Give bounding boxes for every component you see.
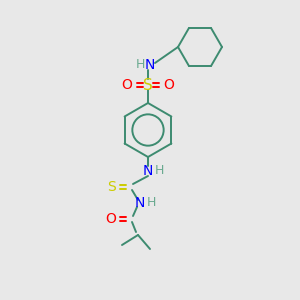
Text: O: O — [106, 212, 116, 226]
Text: H: H — [135, 58, 145, 71]
Text: N: N — [143, 164, 153, 178]
Text: S: S — [106, 180, 116, 194]
Text: H: H — [154, 164, 164, 178]
Text: N: N — [135, 196, 145, 210]
Text: N: N — [145, 58, 155, 72]
Text: O: O — [122, 78, 132, 92]
Text: S: S — [143, 77, 153, 92]
Text: H: H — [146, 196, 156, 209]
Text: O: O — [164, 78, 174, 92]
